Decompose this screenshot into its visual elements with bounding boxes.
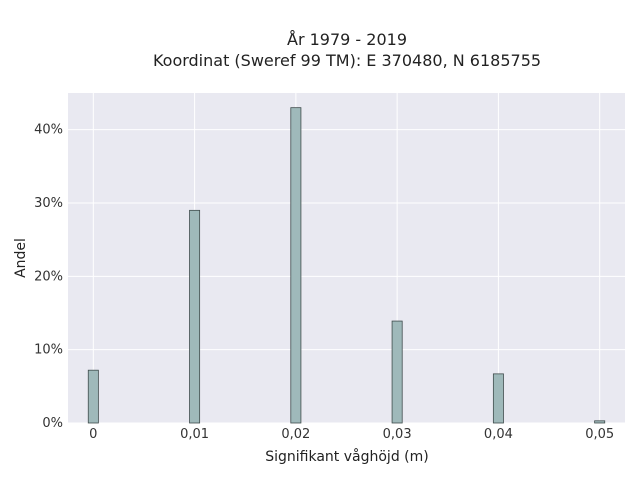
x-tick-label: 0,01 — [180, 427, 209, 442]
x-tick-label: 0,02 — [281, 427, 310, 442]
y-tick-label: 20% — [34, 269, 63, 284]
y-tick-label: 0% — [42, 416, 63, 431]
y-tick-label: 40% — [34, 123, 63, 138]
x-tick-label: 0,03 — [383, 427, 412, 442]
tick-labels: 0 0,01 0,02 0,03 0,04 0,05 0% 10% 20% 30% 40% — [34, 123, 614, 442]
chart-title-line-1: År 1979 - 2019 — [287, 30, 407, 49]
x-axis-title: Signifikant våghöjd (m) — [265, 448, 428, 465]
y-axis-title: Andel — [13, 238, 29, 278]
bar — [189, 209, 201, 424]
bar — [594, 420, 606, 424]
bars — [87, 107, 606, 424]
x-tick-label: 0,04 — [484, 427, 513, 442]
x-tick-label: 0 — [89, 427, 97, 442]
y-tick-label: 10% — [34, 343, 63, 358]
y-tick-label: 30% — [34, 196, 63, 211]
bar — [290, 107, 302, 424]
plot-area — [68, 93, 625, 423]
chart-title-line-2: Koordinat (Sweref 99 TM): E 370480, N 61… — [153, 51, 541, 70]
bar — [87, 369, 99, 424]
bar — [492, 373, 504, 424]
bar — [391, 320, 403, 424]
x-tick-label: 0,05 — [585, 427, 614, 442]
